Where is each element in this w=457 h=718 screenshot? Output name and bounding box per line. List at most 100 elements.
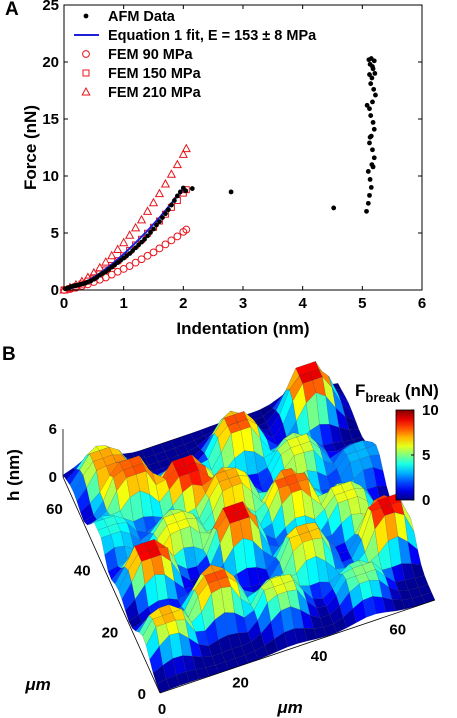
fem-210-point	[119, 237, 129, 247]
x-tick-label: 4	[298, 295, 307, 312]
b-y-axis-label: μm	[24, 675, 50, 694]
b-x-tick-label: 20	[232, 674, 249, 691]
colorbar-label-sub: break	[365, 390, 400, 405]
fem-210-point	[95, 262, 105, 272]
afm-data-point	[145, 233, 150, 239]
afm-data-point	[166, 207, 171, 213]
fem-210-point	[166, 169, 177, 178]
legend-entry-label: AFM Data	[108, 9, 176, 25]
fem-90-point	[149, 248, 158, 257]
afm-data-point	[370, 64, 375, 69]
afm-data-point	[367, 177, 373, 182]
afm-data-point	[130, 248, 136, 254]
fem-210-point	[89, 267, 99, 277]
afm-data-point	[364, 102, 370, 108]
afm-data-point	[136, 242, 141, 248]
b-z-tick-label: 0	[49, 469, 57, 486]
legend-entry-label: FEM 150 MPa	[108, 66, 202, 82]
b-z-tick-label: 6	[49, 421, 57, 438]
afm-data-point	[331, 205, 337, 211]
panel-a-legend: AFM Data Equation 1 fit, E = 153 ± 8 MPa F…	[74, 9, 317, 101]
afm-data-point	[163, 211, 168, 217]
y-tick-label: 0	[51, 282, 59, 299]
y-tick-label: 10	[42, 168, 59, 185]
panel-a-series	[59, 56, 378, 294]
afm-data-point	[372, 71, 378, 76]
afm-data-point	[83, 13, 89, 19]
fem-90-point	[131, 258, 140, 267]
afm-data-point	[367, 72, 372, 77]
x-tick-label: 3	[239, 295, 247, 312]
afm-data-point	[367, 140, 372, 146]
x-tick-label: 2	[179, 295, 187, 312]
b-x-tick-label: 0	[158, 701, 166, 718]
panel-b-axes: 0 20 40 60 0 20 40 60 0 6 μm μm h (nm)	[4, 421, 436, 718]
y-tick-label: 15	[42, 111, 59, 128]
afm-data-point	[370, 147, 375, 153]
fem-210-point	[178, 149, 188, 158]
afm-data-point	[364, 208, 369, 214]
y-axis-label: Force (nN)	[21, 105, 40, 190]
b-z-axis-label: h (nm)	[4, 449, 23, 501]
afm-data-point	[369, 75, 375, 81]
colorbar-tick-label: 5	[422, 447, 430, 464]
fem-210-point	[136, 214, 147, 224]
afm-data-point	[177, 189, 183, 195]
afm-data-point	[157, 219, 162, 225]
afm-data-point	[151, 226, 156, 232]
fem-210-point	[142, 206, 153, 215]
afm-data-point	[370, 120, 376, 125]
y-tick-label: 20	[42, 54, 59, 71]
afm-data-point	[133, 245, 139, 251]
fem-90-point	[167, 236, 176, 245]
fem-90-point	[82, 50, 90, 58]
panel-b-letter: B	[2, 344, 16, 365]
colorbar-tick-label: 10	[422, 402, 439, 419]
fem-210-point	[101, 257, 111, 266]
fem-210-point	[124, 230, 135, 239]
afm-data-point	[368, 81, 374, 87]
b-y-tick-label: 20	[102, 624, 119, 641]
x-tick-label: 6	[418, 295, 426, 312]
colorbar-label: Fbreak (nN)	[355, 381, 439, 405]
x-axis-line	[159, 599, 436, 694]
x-tick-label: 1	[119, 295, 127, 312]
afm-data-point	[148, 230, 153, 235]
afm-data-point	[139, 239, 144, 245]
legend-entry-label: FEM 210 MPa	[108, 85, 202, 101]
x-axis-label: Indentation (nm)	[176, 319, 309, 338]
afm-data-point	[127, 251, 133, 256]
afm-data-point	[370, 99, 375, 105]
b-y-tick-label: 60	[46, 501, 63, 518]
fem-150-point	[82, 69, 90, 77]
fem-90-point	[173, 232, 182, 241]
afm-data-point	[174, 193, 180, 199]
b-y-tick-label: 0	[138, 686, 146, 703]
colorbar-tick-label: 0	[422, 492, 430, 509]
y-tick-label: 5	[51, 225, 59, 242]
fem-210-point	[107, 250, 117, 260]
panel-a-letter: A	[5, 0, 19, 20]
colorbar-label-unit: (nN)	[400, 381, 439, 400]
fem-210-point	[113, 244, 123, 254]
fem-90-point	[143, 251, 152, 260]
fem-210-point	[172, 159, 183, 169]
b-x-tick-label: 60	[389, 621, 406, 638]
fem-210-point	[148, 197, 159, 207]
fem-210-point	[154, 188, 165, 198]
panel-b-surface	[62, 361, 436, 693]
afm-data-point	[160, 215, 165, 221]
colorbar-label-main: F	[355, 381, 365, 400]
fem-90-point	[182, 225, 191, 234]
afm-data-point	[367, 134, 373, 140]
afm-data-point	[371, 86, 377, 92]
afm-data-point	[154, 222, 159, 228]
b-y-tick-label: 40	[74, 563, 91, 580]
afm-data-point	[189, 186, 195, 191]
afm-data-point	[142, 236, 147, 242]
legend-entry-label: Equation 1 fit, E = 153 ± 8 MPa	[108, 28, 317, 44]
legend-entry-label: FEM 90 MPa	[108, 47, 194, 63]
fem-90-point	[125, 262, 134, 270]
b-x-tick-label: 40	[311, 648, 328, 665]
